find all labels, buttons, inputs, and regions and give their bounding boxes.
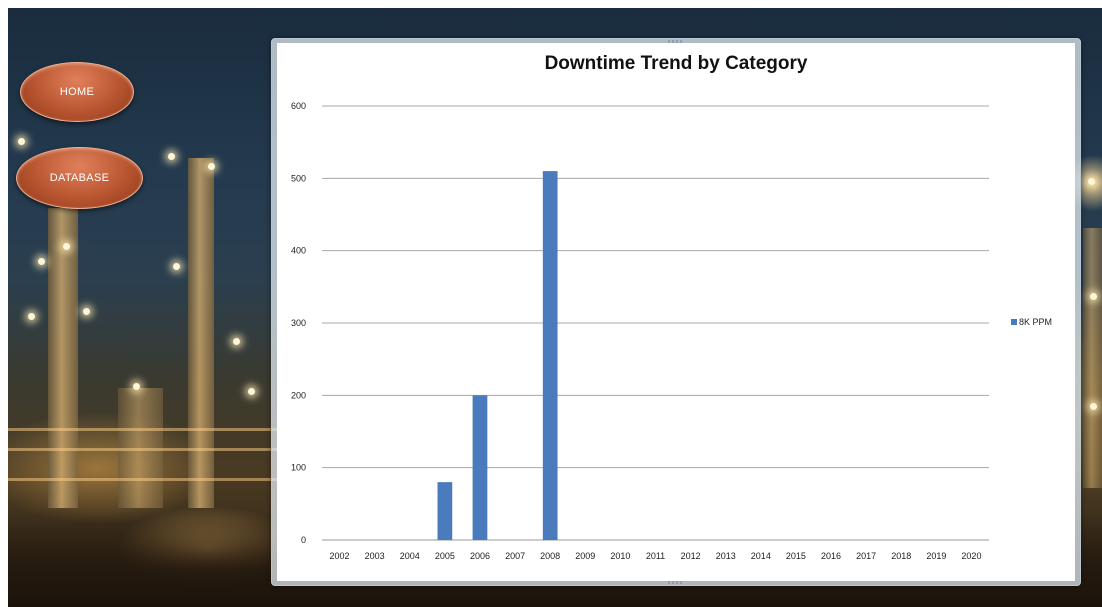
bar-chart: 0 100 200 300 400 500 600 2002 2003 2004 2005 2006 2…: [291, 101, 1052, 561]
x-tick-label: 2006: [470, 551, 490, 561]
y-tick-label: 200: [291, 390, 306, 400]
refinery-tower: [48, 208, 78, 508]
resize-grip-bottom[interactable]: [668, 581, 684, 584]
y-tick-label: 400: [291, 246, 306, 256]
home-button[interactable]: HOME: [20, 62, 134, 122]
refinery-tower: [1083, 228, 1102, 488]
background-refinery-photo: HOME DATABASE Downtime Trend by Category…: [8, 8, 1102, 607]
x-tick-label: 2013: [716, 551, 736, 561]
x-tick-label: 2016: [821, 551, 841, 561]
y-tick-label: 0: [301, 535, 306, 545]
x-tick-label: 2008: [540, 551, 560, 561]
bar: [472, 395, 488, 540]
y-tick-label: 300: [291, 318, 306, 328]
y-tick-label: 500: [291, 173, 306, 183]
x-tick-label: 2014: [751, 551, 771, 561]
chart-area: Downtime Trend by Category 0 100 200 300 400…: [277, 43, 1075, 581]
x-tick-label: 2011: [646, 551, 665, 561]
y-tick-label: 600: [291, 101, 306, 111]
y-tick-label: 100: [291, 463, 306, 473]
legend-swatch: [1011, 319, 1017, 325]
x-tick-label: 2002: [330, 551, 350, 561]
x-tick-label: 2012: [681, 551, 701, 561]
x-tick-label: 2019: [926, 551, 946, 561]
refinery-tower: [188, 158, 214, 508]
x-tick-label: 2017: [856, 551, 876, 561]
x-tick-label: 2015: [786, 551, 806, 561]
legend-label: 8K PPM: [1019, 317, 1052, 327]
database-button-label: DATABASE: [49, 172, 110, 184]
bar: [542, 171, 558, 540]
bar: [437, 482, 453, 540]
x-tick-label: 2020: [961, 551, 981, 561]
home-button-label: HOME: [59, 86, 95, 98]
x-tick-label: 2004: [400, 551, 420, 561]
resize-grip-top[interactable]: [668, 40, 684, 43]
database-button[interactable]: DATABASE: [16, 147, 143, 209]
x-tick-label: 2003: [365, 551, 385, 561]
x-tick-label: 2018: [891, 551, 911, 561]
x-tick-label: 2005: [435, 551, 455, 561]
x-tick-label: 2007: [505, 551, 525, 561]
x-tick-label: 2010: [610, 551, 630, 561]
chart-title: Downtime Trend by Category: [544, 53, 808, 74]
x-tick-label: 2009: [575, 551, 595, 561]
chart-panel[interactable]: Downtime Trend by Category 0 100 200 300 400…: [271, 38, 1081, 586]
